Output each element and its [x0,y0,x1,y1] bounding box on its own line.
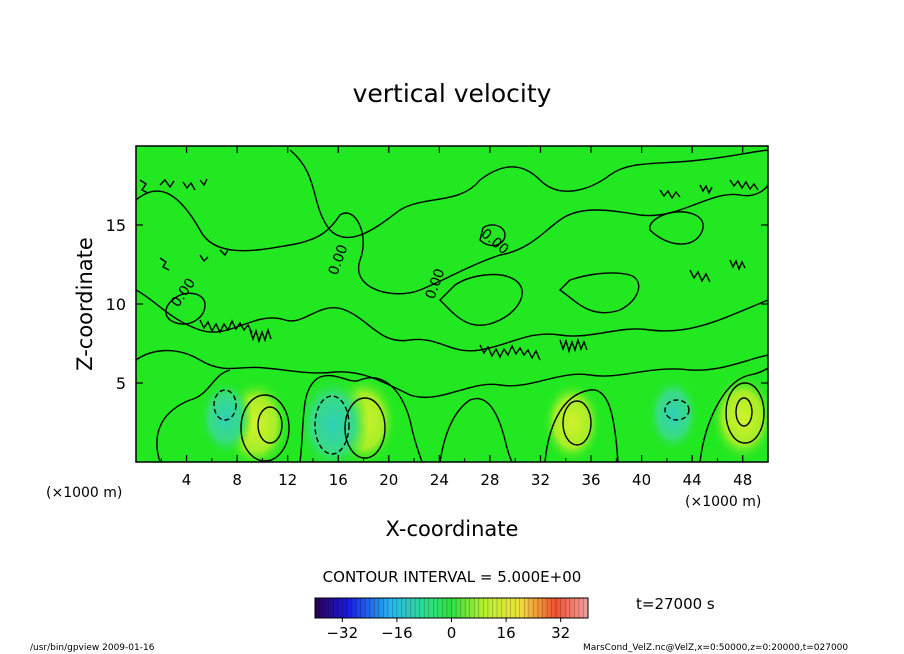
y-axis-label: Z-coordinate [73,237,97,371]
plot-area: 0.00 0.00 0.00 0.00 [135,145,769,463]
y-axis: 5 10 15 [106,216,768,393]
colorbar-tick-label: 16 [497,624,516,642]
footer-left: /usr/bin/gpview 2009-01-16 [30,643,155,653]
x-tick-label: 12 [278,471,297,489]
x-tick-label: 4 [182,471,192,489]
x-tick-label: 44 [683,471,702,489]
colorbar-tick-label: −32 [326,624,358,642]
heatmap-cell-2 [297,376,370,462]
x-tick-label: 48 [733,471,752,489]
heatmap-cell-6 [647,376,700,453]
x-unit-right: (×1000 m) [685,494,761,510]
x-tick-label: 16 [329,471,348,489]
x-tick-label: 32 [531,471,550,489]
contour-lines [136,149,768,462]
chart-title: vertical velocity [353,79,552,108]
colorbar-tick-label: 32 [551,624,570,642]
x-tick-label: 28 [480,471,499,489]
x-tick-label: 40 [632,471,651,489]
footer-right: MarsCond_VelZ.nc@VelZ,x=0:50000,z=0:2000… [583,643,848,653]
x-unit-left: (×1000 m) [46,485,122,501]
heatmap-cell-3 [198,378,253,457]
x-axis-label: X-coordinate [386,517,519,541]
x-tick-label: 8 [232,471,242,489]
colorbar-tick-label: −16 [381,624,413,642]
x-tick-label: 20 [379,471,398,489]
y-tick-label: 5 [116,374,126,393]
x-tick-label: 36 [581,471,600,489]
y-tick-label: 15 [106,216,126,235]
colorbar-tick-label: 0 [447,624,457,642]
y-tick-label: 10 [106,295,126,314]
heatmap-cell-4 [710,373,768,462]
x-tick-label: 24 [430,471,449,489]
colorbar-stripes [319,598,584,618]
colorbar-ticks: −32 −16 0 16 32 [326,618,570,642]
contour-interval: CONTOUR INTERVAL = 5.000E+00 [323,568,582,586]
heatmap-cell-5 [542,381,602,462]
time-label: t=27000 s [636,595,715,613]
x-axis: 4 8 12 16 20 24 28 32 36 40 44 48 [160,146,752,489]
